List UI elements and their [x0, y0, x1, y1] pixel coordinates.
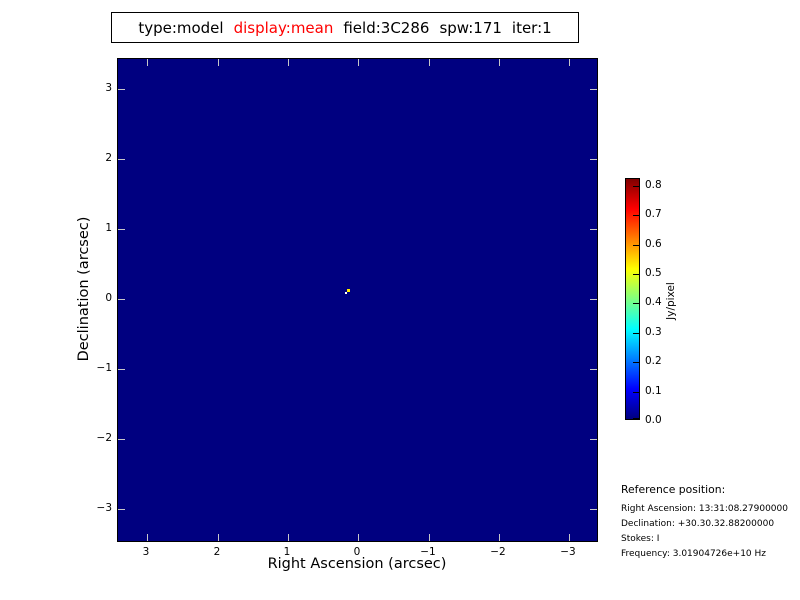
- y-tick-label: 2: [105, 152, 112, 164]
- y-tick-mark-left: [118, 439, 125, 440]
- colorbar-unit-label: Jy/pixel: [665, 282, 677, 320]
- x-tick-mark-bottom: [569, 534, 570, 541]
- x-tick-mark-bottom: [499, 534, 500, 541]
- colorbar-tick-label: 0.2: [645, 355, 662, 367]
- x-tick-mark-top: [147, 59, 148, 66]
- y-tick-mark-left: [118, 159, 125, 160]
- colorbar-tick-mark: [633, 392, 639, 393]
- y-tick-mark-left: [118, 509, 125, 510]
- y-tick-mark-right: [590, 89, 597, 90]
- title-part-field: field:3C286: [343, 18, 430, 37]
- reference-position-heading: Reference position:: [621, 483, 726, 496]
- title-part-spw: spw:171: [439, 18, 502, 37]
- y-axis-label: Declination (arcsec): [76, 216, 92, 362]
- colorbar: [625, 178, 640, 420]
- x-tick-label: −2: [490, 546, 506, 558]
- reference-declination: Declination: +30.30.32.88200000: [621, 519, 775, 529]
- y-tick-mark-left: [118, 229, 125, 230]
- y-tick-mark-right: [590, 439, 597, 440]
- reference-frequency: Frequency: 3.01904726e+10 Hz: [621, 549, 767, 559]
- x-tick-mark-bottom: [358, 534, 359, 541]
- x-tick-label: −1: [420, 546, 436, 558]
- y-tick-mark-right: [590, 509, 597, 510]
- x-axis-label: Right Ascension (arcsec): [267, 556, 447, 572]
- colorbar-tick-mark: [633, 303, 639, 304]
- x-tick-label: −3: [560, 546, 576, 558]
- colorbar-tick-label: 0.7: [645, 208, 662, 220]
- colorbar-tick-label: 0.4: [645, 296, 662, 308]
- colorbar-tick-mark: [633, 333, 639, 334]
- colorbar-tick-mark: [633, 362, 639, 363]
- title-part-iter: iter:1: [511, 18, 552, 37]
- x-tick-mark-bottom: [147, 534, 148, 541]
- x-tick-mark-top: [358, 59, 359, 66]
- colorbar-tick-mark: [633, 186, 639, 187]
- title-part-display: display:mean: [233, 18, 334, 37]
- title-part-type: type:model: [138, 18, 224, 37]
- x-tick-label: 0: [353, 546, 361, 558]
- y-tick-mark-right: [590, 229, 597, 230]
- y-tick-label: −2: [96, 432, 112, 444]
- y-tick-label: 3: [105, 82, 112, 94]
- y-tick-label: −3: [96, 502, 112, 514]
- point-source-pixel-yellow: [347, 289, 350, 292]
- x-tick-mark-top: [218, 59, 219, 66]
- colorbar-tick-label: 0.5: [645, 267, 662, 279]
- image-plot: [117, 58, 598, 542]
- colorbar-tick-label: 0.0: [645, 414, 662, 426]
- colorbar-tick-mark: [633, 274, 639, 275]
- y-tick-mark-right: [590, 369, 597, 370]
- x-tick-mark-bottom: [429, 534, 430, 541]
- colorbar-tick-mark: [633, 245, 639, 246]
- x-tick-mark-bottom: [288, 534, 289, 541]
- colorbar-tick-label: 0.1: [645, 385, 662, 397]
- y-tick-mark-left: [118, 89, 125, 90]
- colorbar-tick-mark: [633, 215, 639, 216]
- point-source-pixel-white: [345, 292, 347, 294]
- colorbar-tick-mark: [633, 418, 639, 419]
- x-tick-mark-top: [569, 59, 570, 66]
- colorbar-tick-label: 0.8: [645, 179, 662, 191]
- x-tick-label: 3: [142, 546, 150, 558]
- y-tick-mark-left: [118, 369, 125, 370]
- y-tick-mark-left: [118, 299, 125, 300]
- plot-title-box: type:model display:mean field:3C286 spw:…: [111, 12, 579, 43]
- reference-stokes: Stokes: I: [621, 534, 660, 544]
- y-tick-mark-right: [590, 299, 597, 300]
- x-tick-label: 2: [213, 546, 221, 558]
- colorbar-tick-label: 0.3: [645, 326, 662, 338]
- y-tick-label: 0: [105, 292, 112, 304]
- colorbar-tick-label: 0.6: [645, 238, 662, 250]
- x-tick-mark-top: [288, 59, 289, 66]
- x-tick-label: 1: [283, 546, 291, 558]
- y-tick-mark-right: [590, 159, 597, 160]
- reference-right-ascension: Right Ascension: 13:31:08.27900000: [621, 504, 788, 514]
- x-tick-mark-bottom: [218, 534, 219, 541]
- y-tick-label: 1: [105, 222, 112, 234]
- y-tick-label: −1: [96, 362, 112, 374]
- x-tick-mark-top: [429, 59, 430, 66]
- x-tick-mark-top: [499, 59, 500, 66]
